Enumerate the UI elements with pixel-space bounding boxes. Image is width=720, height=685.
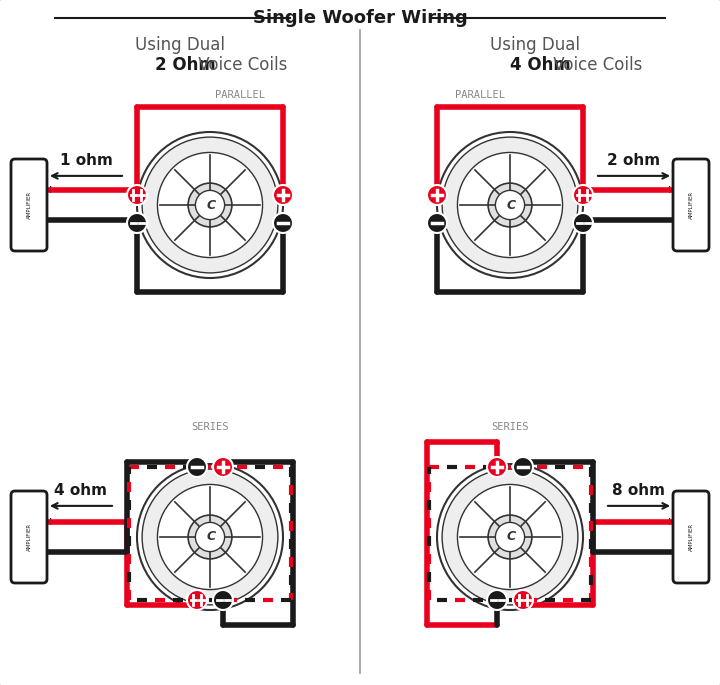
Text: Single Woofer Wiring: Single Woofer Wiring (253, 9, 467, 27)
Circle shape (488, 183, 532, 227)
Circle shape (199, 194, 221, 216)
Circle shape (187, 590, 207, 610)
Text: Using Dual: Using Dual (135, 36, 225, 54)
Circle shape (573, 185, 593, 205)
Circle shape (499, 194, 521, 216)
FancyBboxPatch shape (11, 159, 47, 251)
Text: C: C (207, 199, 215, 212)
Text: Voice Coils: Voice Coils (548, 56, 642, 74)
FancyBboxPatch shape (673, 491, 709, 583)
Text: PARALLEL: PARALLEL (215, 90, 265, 100)
Text: +: + (46, 185, 55, 195)
Text: C: C (506, 199, 516, 212)
Circle shape (199, 526, 221, 548)
Circle shape (499, 526, 521, 548)
Circle shape (495, 523, 525, 551)
Text: C: C (207, 530, 215, 543)
Circle shape (188, 183, 232, 227)
Text: +: + (665, 185, 674, 195)
Circle shape (187, 457, 207, 477)
Text: C: C (506, 530, 516, 543)
Text: 2 Ohm: 2 Ohm (155, 56, 216, 74)
Text: AMPLIFIER: AMPLIFIER (688, 523, 693, 551)
FancyBboxPatch shape (673, 159, 709, 251)
Circle shape (127, 185, 147, 205)
Circle shape (273, 185, 293, 205)
Circle shape (213, 590, 233, 610)
Text: -: - (669, 214, 674, 227)
Text: 8 ohm: 8 ohm (613, 483, 665, 498)
Text: +: + (46, 517, 55, 527)
Circle shape (437, 132, 583, 278)
Text: Using Dual: Using Dual (490, 36, 580, 54)
Circle shape (487, 590, 507, 610)
FancyBboxPatch shape (11, 491, 47, 583)
Text: 4 Ohm: 4 Ohm (510, 56, 571, 74)
Circle shape (487, 457, 507, 477)
Text: SERIES: SERIES (491, 422, 528, 432)
Circle shape (213, 457, 233, 477)
Text: AMPLIFIER: AMPLIFIER (27, 523, 32, 551)
Circle shape (427, 185, 447, 205)
Circle shape (457, 484, 562, 590)
Circle shape (442, 469, 578, 605)
Text: AMPLIFIER: AMPLIFIER (27, 191, 32, 219)
Text: SERIES: SERIES (192, 422, 229, 432)
Circle shape (457, 153, 562, 258)
Circle shape (273, 213, 293, 233)
Circle shape (188, 515, 232, 559)
Text: AMPLIFIER: AMPLIFIER (688, 191, 693, 219)
Circle shape (158, 484, 263, 590)
Circle shape (137, 132, 283, 278)
Circle shape (488, 515, 532, 559)
Text: -: - (46, 214, 51, 227)
Circle shape (495, 190, 525, 220)
Circle shape (437, 464, 583, 610)
Text: -: - (669, 546, 674, 559)
Circle shape (195, 190, 225, 220)
Circle shape (442, 137, 578, 273)
Text: +: + (665, 517, 674, 527)
Circle shape (427, 213, 447, 233)
Text: 4 ohm: 4 ohm (55, 483, 107, 498)
Circle shape (573, 213, 593, 233)
Text: 2 ohm: 2 ohm (608, 153, 660, 168)
Circle shape (142, 469, 278, 605)
Circle shape (195, 523, 225, 551)
Circle shape (513, 590, 533, 610)
Circle shape (513, 457, 533, 477)
Text: Voice Coils: Voice Coils (193, 56, 287, 74)
Text: PARALLEL: PARALLEL (455, 90, 505, 100)
Circle shape (142, 137, 278, 273)
Circle shape (127, 213, 147, 233)
Circle shape (158, 153, 263, 258)
Circle shape (137, 464, 283, 610)
Text: -: - (46, 546, 51, 559)
Text: 1 ohm: 1 ohm (60, 153, 112, 168)
